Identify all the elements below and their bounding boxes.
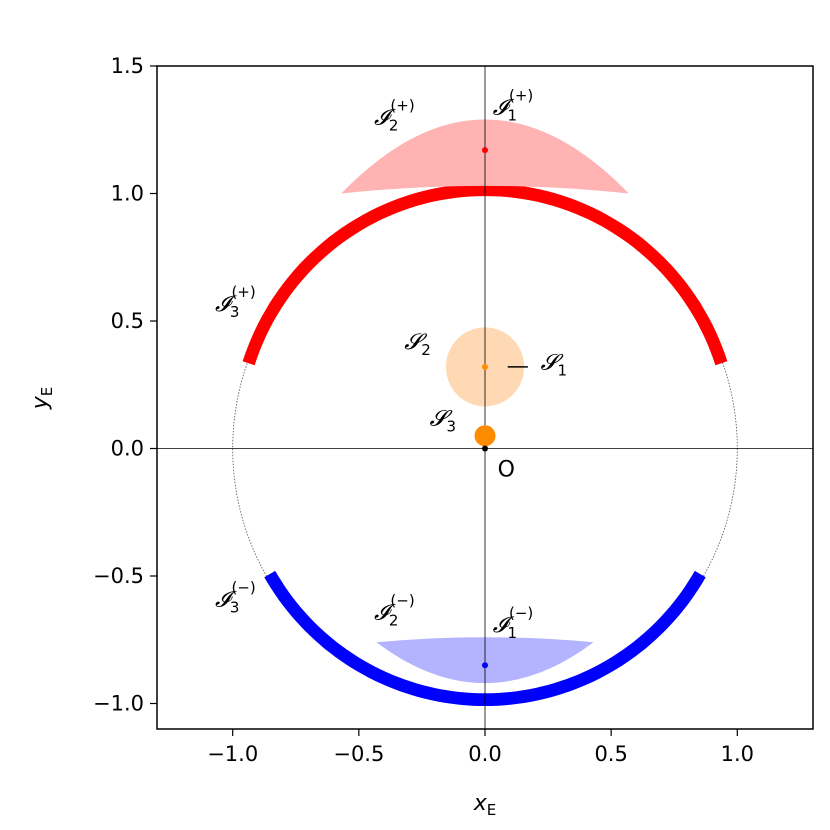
ann-I1-minus: 𝓘1(−) (493, 604, 534, 642)
y-tick-label: 1.0 (111, 182, 144, 206)
x-tick-label: 0.0 (468, 742, 501, 766)
y-tick-label: −0.5 (93, 564, 144, 588)
chart-annotations-layer: 𝓘1(+) 𝓘2(+) 𝓘3(+) 𝓢1 𝓢2 𝓢3 𝓘3(−) 𝓘2(−) 𝓘1(−) O (215, 86, 567, 642)
point-I1_minus (482, 662, 488, 669)
ann-S1: 𝓢1 (541, 350, 568, 379)
y-tick-label: 0.5 (111, 309, 144, 333)
chart-points-layer (474, 147, 496, 669)
lower-ring-arc (264, 570, 706, 706)
x-tick-label: 1.0 (721, 742, 754, 766)
upper-ring-arc (242, 183, 728, 366)
y-axis-title: yE (28, 387, 56, 411)
x-tick-label: 0.5 (594, 742, 627, 766)
origin-label: O (498, 458, 515, 483)
chart-ticks-layer: −1.0 −0.5 0.0 0.5 1.0 −1.0 −0.5 0.0 0.5 1.0 1.5 (93, 54, 754, 766)
ann-S3: 𝓢3 (429, 407, 456, 436)
y-tick-label: 0.0 (111, 437, 144, 461)
ann-I3-plus: 𝓘3(+) (215, 283, 256, 321)
x-tick-label: −0.5 (333, 742, 384, 766)
x-tick-label: −1.0 (207, 742, 258, 766)
point-S1 (482, 363, 488, 370)
ann-I1-plus: 𝓘1(+) (493, 86, 534, 124)
chart-axes-lines-layer (157, 66, 813, 729)
y-tick-label: −1.0 (93, 692, 144, 716)
point-O (482, 445, 488, 452)
ann-I2-plus: 𝓘2(+) (374, 97, 415, 135)
y-tick-label: 1.5 (111, 54, 144, 78)
ann-S2: 𝓢2 (404, 330, 431, 359)
x-axis-title: xE (473, 791, 497, 819)
point-I1_plus (482, 147, 488, 154)
point-S3 (474, 425, 496, 447)
ann-I3-minus: 𝓘3(−) (215, 579, 256, 617)
ann-I2-minus: 𝓘2(−) (374, 591, 415, 629)
